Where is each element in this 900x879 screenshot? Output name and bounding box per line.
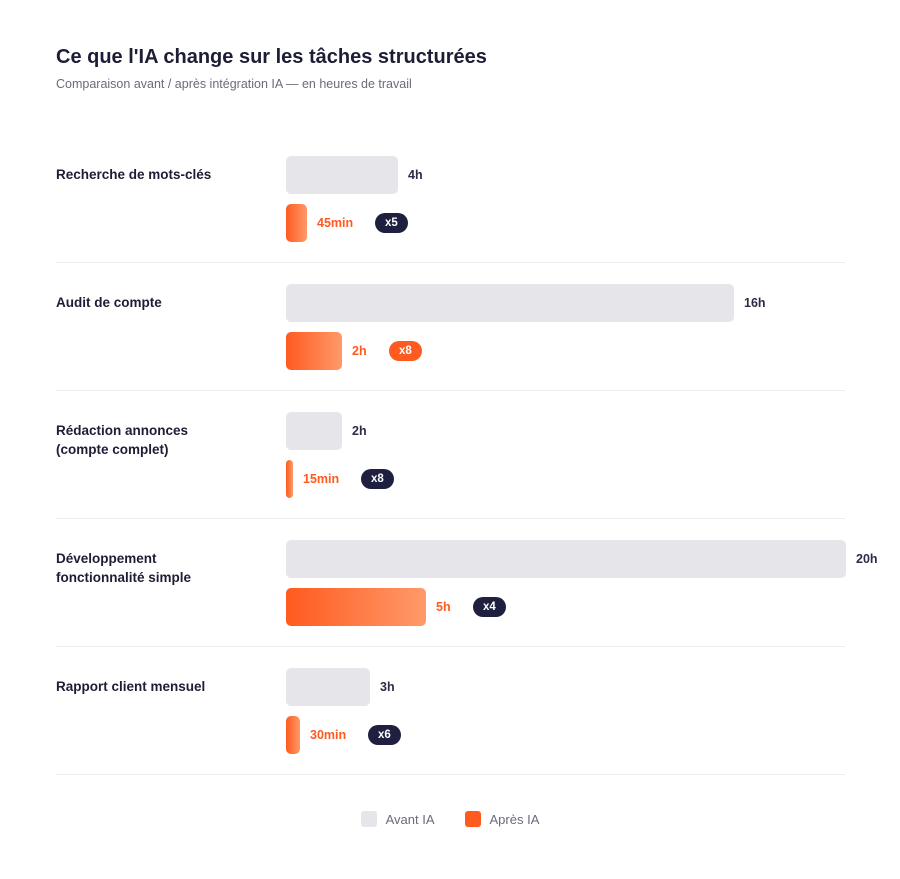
value-label-avant-ia: 16h [744, 296, 766, 310]
bar-avant-ia [286, 156, 398, 194]
bar-apres-ia [286, 716, 300, 754]
value-label-avant-ia: 3h [380, 680, 395, 694]
chart-subtitle: Comparaison avant / après intégration IA… [56, 77, 412, 91]
multiplier-badge: x8 [389, 341, 422, 361]
multiplier-badge: x4 [473, 597, 506, 617]
bar-avant-ia [286, 412, 342, 450]
legend-item-after: Après IA [464, 811, 540, 827]
multiplier-badge: x8 [361, 469, 394, 489]
task-row-rapport-client-mensuel: Rapport client mensuel 3h 30min x6 [56, 647, 845, 775]
chart-legend: Avant IA Après IA [0, 811, 900, 827]
bar-apres-ia [286, 588, 426, 626]
chart-title: Ce que l'IA change sur les tâches struct… [56, 46, 487, 68]
task-row-redaction-annonces-compte-complet: Rédaction annonces (compte complet) 2h 15m… [56, 391, 845, 519]
legend-swatch-before [360, 811, 377, 827]
value-label-avant-ia: 2h [352, 424, 367, 438]
value-label-avant-ia: 20h [856, 552, 878, 566]
value-label-apres-ia: 5h [436, 600, 451, 614]
chart-plot-area: Recherche de mots-clés 4h 45min x5 Audit de … [56, 135, 878, 775]
bar-apres-ia [286, 204, 307, 242]
bar-avant-ia [286, 668, 370, 706]
category-label: Rédaction annonces (compte complet) [56, 423, 189, 457]
legend-label-after: Après IA [489, 811, 540, 827]
bar-avant-ia [286, 284, 734, 322]
bar-apres-ia [286, 460, 293, 498]
task-row-developpement-fonctionnalite-simple: Développement fonctionnalité simple 20h 5h… [56, 519, 878, 647]
value-label-avant-ia: 4h [408, 168, 423, 182]
category-label: Audit de compte [56, 295, 162, 310]
value-label-apres-ia: 15min [303, 472, 340, 486]
task-row-recherche-de-mots-cles: Recherche de mots-clés 4h 45min x5 [56, 135, 845, 263]
category-label: Recherche de mots-clés [56, 167, 212, 182]
value-label-apres-ia: 30min [310, 728, 347, 742]
legend-label-before: Avant IA [385, 811, 435, 827]
multiplier-badge: x6 [368, 725, 401, 745]
bar-avant-ia [286, 540, 846, 578]
task-row-audit-de-compte: Audit de compte 16h 2h x8 [56, 263, 845, 391]
bar-apres-ia [286, 332, 342, 370]
multiplier-badge: x5 [375, 213, 408, 233]
value-label-apres-ia: 2h [352, 344, 367, 358]
category-label: Rapport client mensuel [56, 679, 206, 694]
category-label: Développement fonctionnalité simple [56, 551, 192, 585]
value-label-apres-ia: 45min [317, 216, 354, 230]
legend-swatch-after [464, 811, 481, 827]
legend-item-before: Avant IA [360, 811, 435, 827]
